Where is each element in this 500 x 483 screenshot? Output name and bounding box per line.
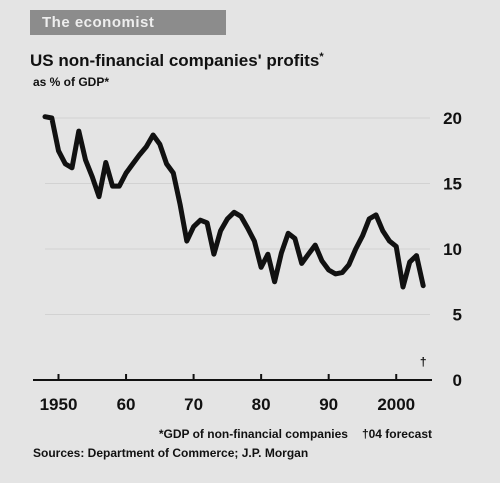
source-note: Sources: Department of Commerce; J.P. Mo… xyxy=(33,446,308,460)
y-tick-label: 0 xyxy=(453,371,462,390)
y-tick-label: 20 xyxy=(443,109,462,128)
series-line-profits xyxy=(42,114,426,290)
chart-title-text: US non-financial companies' profits xyxy=(30,51,319,70)
header-label: The economist xyxy=(42,14,155,31)
y-tick-label: 10 xyxy=(443,240,462,259)
header-bar: The economist xyxy=(30,10,226,35)
x-tick-label: 1950 xyxy=(40,395,78,414)
x-ticks: 1950 60 70 80 90 2000 xyxy=(40,374,415,414)
x-tick-label: 70 xyxy=(184,395,203,414)
y-ticks: 0 5 10 15 20 xyxy=(443,109,462,390)
x-tick-label: 2000 xyxy=(377,395,415,414)
footnotes: *GDP of non-financial companies †04 forec… xyxy=(159,427,432,441)
chart-title-marker: * xyxy=(319,51,324,63)
footnote-gdp: *GDP of non-financial companies xyxy=(159,427,348,441)
x-tick-label: 90 xyxy=(319,395,338,414)
x-tick-label: 60 xyxy=(117,395,136,414)
chart-subtitle: as % of GDP* xyxy=(33,75,109,89)
y-tick-label: 5 xyxy=(453,306,462,325)
forecast-marker: † xyxy=(420,355,427,369)
chart-title: US non-financial companies' profits* xyxy=(30,51,324,70)
forecast-dagger: † xyxy=(420,355,427,369)
x-tick-label: 80 xyxy=(252,395,271,414)
footnote-forecast: †04 forecast xyxy=(362,427,432,441)
y-tick-label: 15 xyxy=(443,175,462,194)
